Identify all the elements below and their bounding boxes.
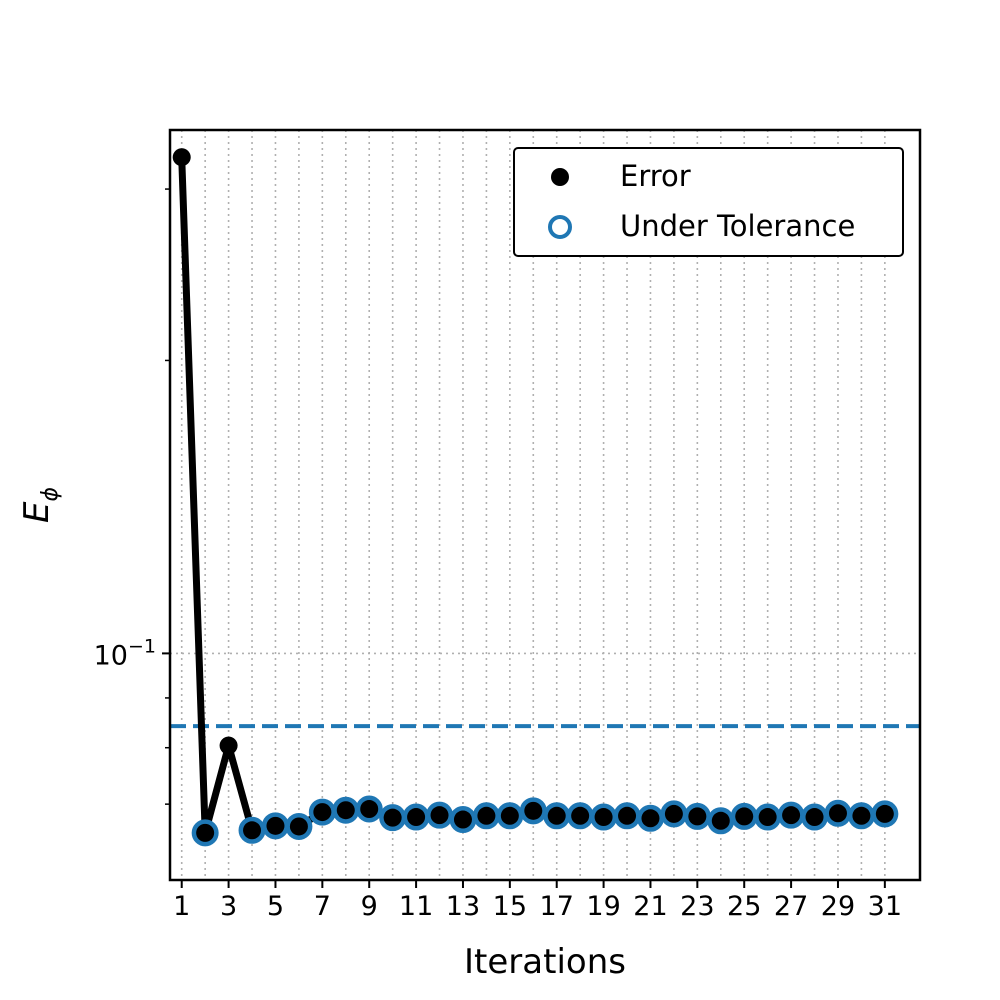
error-point	[805, 808, 824, 827]
error-point	[852, 806, 871, 825]
error-point	[453, 810, 472, 829]
y-tick-label: 10−1	[94, 635, 156, 671]
under-tolerance-marker	[355, 795, 383, 823]
x-tick-label: 9	[361, 891, 378, 922]
x-tick-label: 1	[173, 891, 190, 922]
x-tick-label: 5	[267, 891, 284, 922]
error-point	[571, 806, 590, 825]
error-point	[828, 804, 847, 823]
x-tick-label: 13	[446, 891, 480, 922]
x-tick-label: 23	[680, 891, 714, 922]
error-point	[289, 817, 308, 836]
legend-marker-under-tolerance	[548, 215, 572, 239]
error-point	[360, 800, 379, 819]
error-point	[758, 808, 777, 827]
error-point	[172, 148, 191, 167]
y-ticks: 10−1	[94, 188, 170, 805]
error-point	[688, 807, 707, 826]
x-tick-label: 27	[774, 891, 808, 922]
error-point	[407, 808, 426, 827]
y-axis-label-subscript: ϕ	[38, 487, 63, 502]
error-point	[664, 804, 683, 823]
plot-frame	[168, 128, 922, 882]
legend-label-error: Error	[620, 159, 691, 193]
error-point	[500, 806, 519, 825]
error-point	[524, 801, 543, 820]
axes	[168, 128, 922, 882]
x-axis-label: Iterations	[464, 942, 626, 982]
error-point	[594, 808, 613, 827]
error-point	[430, 806, 449, 825]
error-point	[618, 806, 637, 825]
error-point	[782, 806, 801, 825]
error-point	[383, 808, 402, 827]
error-point	[875, 804, 894, 823]
x-ticks: 1 3 5 7 9 11 13 15 17 19 21 23 25 27 29 31	[173, 880, 902, 922]
x-tick-label: 21	[633, 891, 667, 922]
legend-marker-error	[551, 168, 569, 186]
error-point	[266, 816, 285, 835]
error-point	[313, 803, 332, 822]
grid-lines	[170, 130, 920, 880]
error-point	[196, 823, 215, 842]
x-tick-label: 7	[314, 891, 331, 922]
x-tick-label: 25	[727, 891, 761, 922]
x-tick-label: 29	[821, 891, 855, 922]
error-point	[336, 801, 355, 820]
legend-box	[513, 147, 904, 257]
x-tick-label: 15	[493, 891, 527, 922]
under-tolerance-marker	[871, 800, 899, 828]
error-point	[219, 736, 238, 755]
error-point	[477, 806, 496, 825]
error-point	[641, 809, 660, 828]
under-tolerance-marker	[191, 819, 219, 847]
legend: Error Under Tolerance	[513, 147, 904, 257]
legend-label-under-tolerance: Under Tolerance	[620, 209, 855, 243]
svg-text:Eϕ: Eϕ	[17, 487, 63, 523]
under-tolerance-marker	[285, 812, 313, 840]
error-point	[735, 807, 754, 826]
data-points	[172, 148, 899, 847]
error-point	[243, 821, 262, 840]
error-point	[547, 806, 566, 825]
y-axis-label: Eϕ	[17, 487, 63, 523]
x-tick-label: 19	[586, 891, 620, 922]
x-tick-label: 31	[868, 891, 902, 922]
x-tick-label: 11	[399, 891, 433, 922]
error-point	[711, 811, 730, 830]
y-axis-label-main: E	[17, 501, 57, 523]
x-tick-label: 3	[220, 891, 237, 922]
x-tick-label: 17	[540, 891, 574, 922]
